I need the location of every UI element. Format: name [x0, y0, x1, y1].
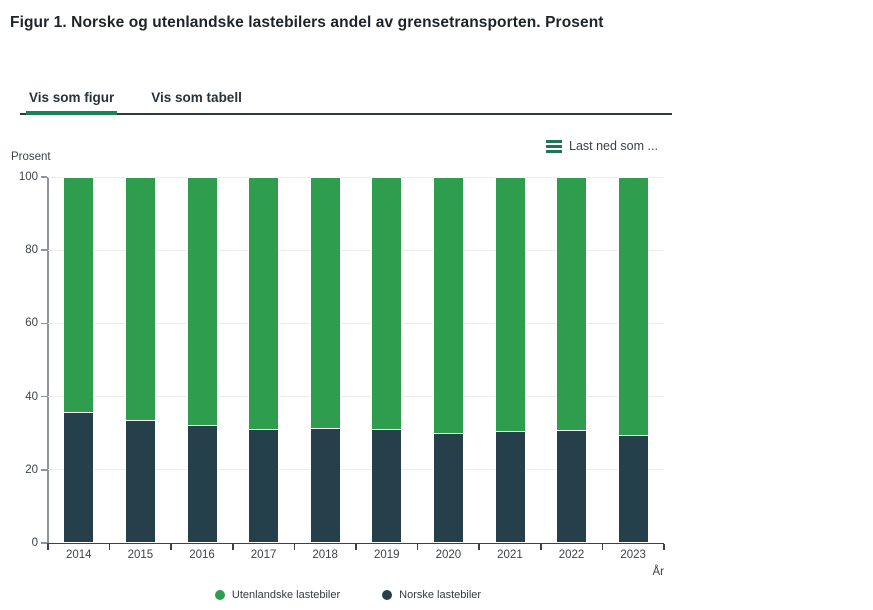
x-tick-label-2016: 2016	[189, 549, 215, 561]
y-tick-100	[41, 176, 47, 178]
stacked-bar-2017[interactable]	[248, 177, 280, 543]
y-tick-80	[41, 249, 47, 251]
x-tick	[540, 544, 542, 550]
x-tick-label-2023: 2023	[620, 549, 646, 561]
x-tick-label-2017: 2017	[250, 549, 277, 561]
stacked-bar-2015[interactable]	[124, 177, 156, 543]
segment-utenlandske-2018[interactable]	[309, 177, 341, 428]
x-tick-label-2015: 2015	[127, 549, 154, 561]
stacked-bar-2022[interactable]	[556, 177, 588, 543]
x-tick	[232, 544, 234, 550]
y-axis-labels: 0 20 40 60 80 100	[0, 171, 40, 549]
y-tick-label-40: 40	[25, 390, 38, 403]
stacked-bar-2020[interactable]	[432, 177, 464, 543]
segment-norske-2023[interactable]	[617, 434, 649, 543]
segment-utenlandske-2015[interactable]	[124, 177, 156, 420]
segment-utenlandske-2023[interactable]	[617, 177, 649, 435]
y-tick-label-100: 100	[18, 171, 38, 183]
x-tick	[355, 544, 357, 550]
page-title: Figur 1. Norske og utenlandske lastebile…	[10, 14, 604, 31]
x-tick	[416, 544, 419, 550]
segment-norske-2014[interactable]	[63, 411, 95, 543]
gridline-80	[48, 249, 664, 251]
segment-utenlandske-2016[interactable]	[186, 177, 218, 425]
legend-label: Utenlandske lastebiler	[231, 589, 341, 601]
y-tick-label-20: 20	[25, 463, 38, 476]
gridline-100	[48, 176, 664, 178]
x-tick	[47, 544, 49, 550]
y-tick-60	[41, 322, 47, 325]
segment-norske-2020[interactable]	[432, 433, 464, 543]
segment-norske-2015[interactable]	[124, 419, 156, 543]
tab-vis-som-figur[interactable]: Vis som figur	[25, 86, 118, 115]
x-tick	[478, 544, 480, 550]
hamburger-icon	[546, 139, 562, 153]
x-axis-title: År	[652, 566, 665, 578]
x-tick	[170, 544, 172, 550]
legend-dot-green	[214, 590, 225, 600]
chart-legend: Utenlandske lastebiler Norske lastebiler	[48, 589, 648, 601]
x-tick-label-2019: 2019	[373, 549, 400, 561]
segment-norske-2021[interactable]	[494, 431, 526, 543]
segment-utenlandske-2019[interactable]	[371, 177, 403, 429]
y-tick-20	[41, 469, 47, 471]
stacked-bar-2021[interactable]	[494, 177, 526, 543]
y-tick-label-60: 60	[25, 317, 38, 330]
x-tick-label-2022: 2022	[558, 549, 585, 561]
stacked-bar-2023[interactable]	[617, 177, 649, 543]
y-axis-title: Prosent	[11, 151, 51, 163]
segment-norske-2018[interactable]	[309, 427, 341, 543]
download-label: Last ned som ...	[569, 139, 658, 153]
legend-item-norske[interactable]: Norske lastebiler	[382, 589, 481, 601]
stacked-bar-2019[interactable]	[371, 177, 403, 543]
x-axis-labels: 2014 2015 2016 2017 2018 2019 2020 2021 2022 2023	[48, 549, 664, 561]
x-tick-label-2014: 2014	[66, 549, 92, 561]
legend-label: Norske lastebiler	[399, 589, 482, 601]
segment-norske-2017[interactable]	[248, 428, 280, 543]
segment-norske-2022[interactable]	[556, 429, 588, 543]
gridline-20	[48, 469, 664, 471]
x-tick	[663, 544, 665, 550]
legend-dot-dark	[382, 590, 393, 600]
x-tick	[293, 544, 296, 550]
plot-area	[41, 176, 665, 550]
y-tick-label-80: 80	[25, 244, 38, 257]
segment-norske-2016[interactable]	[186, 424, 218, 543]
view-tabbar: Vis som figur Vis som tabell	[20, 86, 672, 115]
x-axis-line	[47, 542, 664, 544]
x-tick-label-2018: 2018	[312, 549, 338, 561]
segment-utenlandske-2022[interactable]	[556, 177, 588, 430]
segment-utenlandske-2017[interactable]	[248, 177, 280, 429]
legend-item-utenlandske[interactable]: Utenlandske lastebiler	[214, 589, 341, 601]
gridline-60	[48, 322, 664, 324]
y-tick-0	[41, 542, 47, 544]
x-tick-label-2021: 2021	[497, 549, 523, 561]
y-tick-label-0: 0	[31, 537, 38, 549]
x-tick-label-2020: 2020	[435, 549, 462, 561]
segment-utenlandske-2014[interactable]	[63, 177, 95, 412]
stacked-bar-2018[interactable]	[309, 177, 341, 543]
download-menu-button[interactable]: Last ned som ...	[546, 139, 658, 153]
segment-utenlandske-2021[interactable]	[494, 177, 526, 431]
segment-norske-2019[interactable]	[371, 428, 403, 543]
x-tick	[601, 544, 604, 550]
gridline-40	[48, 396, 664, 398]
segment-utenlandske-2020[interactable]	[432, 177, 464, 434]
stacked-bar-2014[interactable]	[63, 177, 95, 543]
x-tick	[108, 544, 111, 550]
tab-vis-som-tabell[interactable]: Vis som tabell	[151, 90, 242, 105]
stacked-bar-2016[interactable]	[186, 177, 218, 543]
y-axis-line	[47, 177, 49, 543]
y-tick-40	[41, 395, 47, 398]
